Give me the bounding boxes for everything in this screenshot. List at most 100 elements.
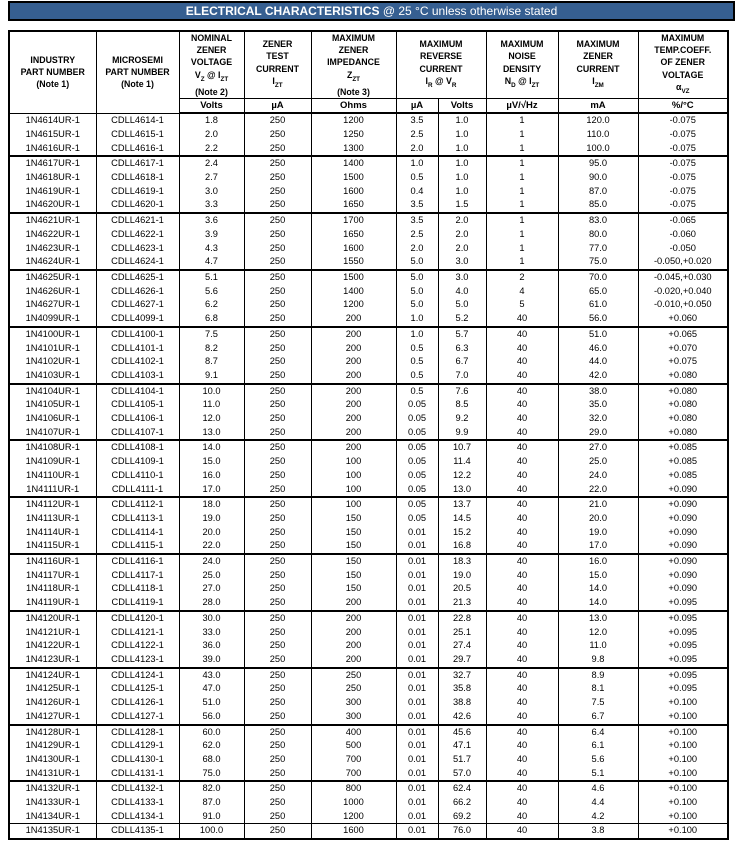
- cell-max-temp-coeff: +0.100: [637, 723, 729, 740]
- cell-microsemi-part-number: CDLL4102-1: [95, 355, 180, 369]
- cell-max-reverse-current-ua: 0.01: [395, 766, 439, 782]
- col-header-max-zener-impedance: MAXIMUM ZENER IMPEDANCE ZZT (Note 3): [310, 30, 397, 99]
- table-row: 1N4619UR-1 CDLL4619-1 3.0 250 1600 0.4 1.0 1 87.…: [8, 184, 729, 199]
- cell-max-reverse-current-volts: 13.7: [437, 496, 487, 512]
- cell-max-temp-coeff: -0.075: [637, 155, 729, 172]
- cell-max-zener-impedance: 1200: [310, 809, 397, 824]
- cell-microsemi-part-number: CDLL4108-1: [95, 439, 180, 456]
- cell-max-reverse-current-ua: 2.0: [395, 141, 439, 157]
- cell-microsemi-part-number: CDLL4622-1: [95, 227, 180, 242]
- cell-max-noise-density: 40: [485, 652, 559, 668]
- units-row: Volts µA Ohms µA Volts µV/√Hz mA %/°C: [9, 97, 729, 115]
- cell-zener-test-current: 250: [243, 496, 312, 512]
- cell-max-reverse-current-volts: 7.0: [437, 368, 487, 384]
- cell-microsemi-part-number: CDLL4110-1: [95, 468, 180, 483]
- cell-nominal-zener-voltage: 75.0: [178, 766, 245, 782]
- cell-max-noise-density: 2: [485, 269, 559, 285]
- cell-max-noise-density: 40: [485, 496, 559, 512]
- cell-max-zener-impedance: 150: [310, 525, 397, 540]
- cell-max-temp-coeff: -0.050,+0.020: [637, 255, 729, 270]
- cell-max-temp-coeff: +0.095: [637, 609, 729, 626]
- cell-nominal-zener-voltage: 2.7: [178, 171, 245, 185]
- cell-max-reverse-current-volts: 62.4: [437, 780, 487, 797]
- cell-max-zener-current: 13.0: [557, 609, 639, 626]
- cell-max-zener-current: 32.0: [557, 412, 639, 426]
- cell-max-reverse-current-ua: 1.0: [395, 155, 439, 172]
- cell-max-reverse-current-ua: 1.0: [395, 325, 439, 342]
- cell-max-zener-current: 24.0: [557, 468, 639, 483]
- note-3-ref: (Note 3): [337, 86, 370, 97]
- cell-max-reverse-current-volts: 7.6: [437, 382, 487, 399]
- header-row: INDUSTRY PART NUMBER (Note 1) MICROSEMI …: [8, 30, 729, 114]
- cell-nominal-zener-voltage: 27.0: [178, 582, 245, 597]
- cell-industry-part-number: 1N4116UR-1: [8, 553, 97, 569]
- cell-nominal-zener-voltage: 30.0: [178, 609, 245, 626]
- cell-max-zener-impedance: 1500: [310, 269, 397, 285]
- cell-nominal-zener-voltage: 16.0: [178, 468, 245, 483]
- cell-max-reverse-current-ua: 0.01: [395, 596, 439, 611]
- cell-zener-test-current: 250: [243, 482, 312, 498]
- cell-zener-test-current: 250: [243, 780, 312, 797]
- cell-max-zener-current: 51.0: [557, 325, 639, 342]
- cell-max-zener-current: 85.0: [557, 198, 639, 214]
- cell-max-reverse-current-ua: 0.01: [395, 609, 439, 626]
- cell-max-reverse-current-ua: 0.5: [395, 355, 439, 369]
- cell-max-zener-current: 87.0: [557, 184, 639, 199]
- cell-max-reverse-current-ua: 2.5: [395, 127, 439, 142]
- cell-zener-test-current: 250: [243, 284, 312, 299]
- cell-max-reverse-current-ua: 0.05: [395, 455, 439, 469]
- cell-max-zener-current: 80.0: [557, 227, 639, 242]
- cell-max-reverse-current-ua: 0.01: [395, 639, 439, 653]
- cell-max-zener-impedance: 200: [310, 312, 397, 327]
- cell-max-zener-current: 46.0: [557, 341, 639, 356]
- cell-industry-part-number: 1N4102UR-1: [8, 355, 97, 369]
- cell-nominal-zener-voltage: 68.0: [178, 752, 245, 767]
- cell-industry-part-number: 1N4134UR-1: [8, 809, 97, 824]
- cell-microsemi-part-number: CDLL4617-1: [95, 155, 180, 172]
- cell-max-noise-density: 1: [485, 241, 559, 256]
- table-row: 1N4105UR-1 CDLL4105-1 11.0 250 200 0.05 8.5 40 3…: [8, 398, 729, 413]
- cell-max-reverse-current-ua: 5.0: [395, 269, 439, 285]
- cell-max-reverse-current-volts: 3.0: [437, 255, 487, 270]
- table-row: 1N4117UR-1 CDLL4117-1 25.0 250 150 0.01 19.0 40…: [8, 568, 729, 583]
- cell-microsemi-part-number: CDLL4124-1: [95, 666, 180, 683]
- cell-max-temp-coeff: +0.100: [637, 796, 729, 810]
- cell-max-noise-density: 40: [485, 809, 559, 824]
- cell-zener-test-current: 250: [243, 455, 312, 469]
- cell-max-temp-coeff: +0.090: [637, 496, 729, 512]
- table-row: 1N4618UR-1 CDLL4618-1 2.7 250 1500 0.5 1.0 1 90.…: [8, 171, 729, 185]
- cell-max-zener-current: 5.1: [557, 766, 639, 782]
- cell-max-reverse-current-volts: 9.9: [437, 425, 487, 441]
- cell-nominal-zener-voltage: 24.0: [178, 553, 245, 569]
- cell-industry-part-number: 1N4126UR-1: [8, 696, 97, 710]
- cell-max-reverse-current-volts: 2.0: [437, 212, 487, 228]
- cell-microsemi-part-number: CDLL4113-1: [95, 511, 180, 526]
- cell-max-zener-impedance: 500: [310, 739, 397, 753]
- cell-microsemi-part-number: CDLL4615-1: [95, 127, 180, 142]
- cell-max-temp-coeff: +0.060: [637, 312, 729, 327]
- cell-max-reverse-current-ua: 0.01: [395, 796, 439, 810]
- cell-nominal-zener-voltage: 91.0: [178, 809, 245, 824]
- cell-max-noise-density: 40: [485, 723, 559, 740]
- cell-microsemi-part-number: CDLL4133-1: [95, 796, 180, 810]
- cell-industry-part-number: 1N4620UR-1: [8, 198, 97, 214]
- cell-max-reverse-current-volts: 18.3: [437, 553, 487, 569]
- table-row: 1N4625UR-1 CDLL4625-1 5.1 250 1500 5.0 3.0 2 70.…: [8, 269, 729, 285]
- cell-max-temp-coeff: -0.075: [637, 198, 729, 214]
- cell-max-zener-impedance: 100: [310, 468, 397, 483]
- cell-microsemi-part-number: CDLL4112-1: [95, 496, 180, 512]
- cell-max-zener-current: 22.0: [557, 482, 639, 498]
- cell-max-noise-density: 40: [485, 780, 559, 797]
- cell-nominal-zener-voltage: 7.5: [178, 325, 245, 342]
- cell-max-zener-current: 21.0: [557, 496, 639, 512]
- col-header-max-reverse-current: MAXIMUM REVERSE CURRENT IR @ VR: [395, 30, 487, 99]
- cell-industry-part-number: 1N4107UR-1: [8, 425, 97, 441]
- table-row: 1N4130UR-1 CDLL4130-1 68.0 250 700 0.01 51.7 40…: [8, 752, 729, 767]
- cell-max-reverse-current-volts: 29.7: [437, 652, 487, 668]
- cell-zener-test-current: 250: [243, 439, 312, 456]
- cell-max-reverse-current-volts: 38.8: [437, 696, 487, 710]
- cell-max-reverse-current-volts: 6.7: [437, 355, 487, 369]
- cell-zener-test-current: 250: [243, 298, 312, 313]
- cell-max-temp-coeff: +0.095: [637, 682, 729, 697]
- cell-max-zener-impedance: 700: [310, 766, 397, 782]
